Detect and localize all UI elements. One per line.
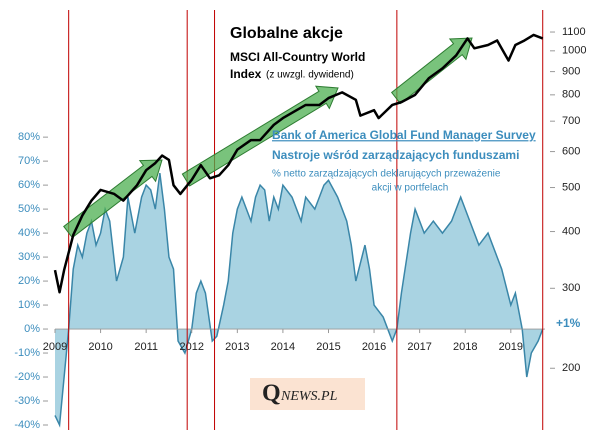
y-tick-label: -20% — [14, 371, 40, 383]
y2-tick-label: 1000 — [562, 45, 586, 57]
survey-outline — [54, 173, 544, 428]
axes-layer: -40% -30% -20% -10% 0% 10% 20% 30% 40% 50% 60% 70% 8… — [14, 10, 586, 431]
logo-box — [250, 378, 365, 410]
y2-tick-label: 800 — [562, 89, 580, 101]
index-line — [53, 33, 544, 294]
chart-subtitle: Index — [230, 67, 262, 81]
x-tick-label: 2014 — [271, 341, 295, 353]
y-tick-label: 30% — [18, 251, 40, 263]
survey-note: akcji w portfelach — [372, 183, 449, 194]
y2-tick-label: 400 — [562, 225, 580, 237]
trend-arrow — [181, 85, 339, 187]
y-tick-label: 20% — [18, 275, 40, 287]
area-layer — [54, 173, 544, 428]
x-tick-label: 2011 — [134, 341, 158, 353]
y-tick-label: 80% — [18, 131, 40, 143]
survey-area — [55, 173, 543, 425]
zero-label: +1% — [556, 316, 581, 330]
y-tick-label: 70% — [18, 155, 40, 167]
y2-tick-label: 500 — [562, 181, 580, 193]
y-tick-label: 50% — [18, 203, 40, 215]
y-tick-label: 0% — [24, 323, 40, 335]
y2-tick-label: 600 — [562, 145, 580, 157]
x-tick-label: 2009 — [43, 341, 67, 353]
x-tick-label: 2016 — [362, 341, 386, 353]
logo-initial: Q — [262, 381, 281, 407]
x-tick-label: 2019 — [499, 341, 523, 353]
chart-subtitle-note: (z uwzgl. dywidend) — [266, 70, 354, 81]
y2-tick-label: 700 — [562, 115, 580, 127]
y-tick-label: -10% — [14, 347, 40, 359]
y2-tick-label: 200 — [562, 362, 580, 374]
x-tick-label: 2013 — [225, 341, 249, 353]
chart-subtitle: MSCI All-Country World — [230, 50, 365, 64]
survey-note: % netto zarządzających deklarujących prz… — [272, 169, 501, 180]
trend-arrow — [63, 159, 163, 239]
x-tick-label: 2018 — [453, 341, 477, 353]
y-tick-label: 40% — [18, 227, 40, 239]
y-tick-label: 10% — [18, 299, 40, 311]
y2-tick-label: 300 — [562, 282, 580, 294]
y-tick-label: -40% — [14, 419, 40, 431]
trend-arrow — [390, 37, 473, 105]
logo-text: NEWS.PL — [280, 389, 338, 404]
y-tick-label: 60% — [18, 179, 40, 191]
chart-title: Globalne akcje — [230, 25, 343, 42]
x-tick-label: 2015 — [316, 341, 340, 353]
x-tick-label: 2012 — [180, 341, 204, 353]
x-tick-label: 2010 — [88, 341, 112, 353]
x-tick-label: 2017 — [407, 341, 431, 353]
y2-tick-label: 1100 — [562, 26, 586, 38]
line-layer — [53, 33, 544, 294]
survey-subtitle: Nastroje wśród zarządzających funduszami — [272, 148, 519, 162]
arrows-layer — [63, 37, 473, 239]
y2-tick-label: 900 — [562, 66, 580, 78]
y-tick-label: -30% — [14, 395, 40, 407]
survey-title: Bank of America Global Fund Manager Surv… — [272, 128, 536, 142]
